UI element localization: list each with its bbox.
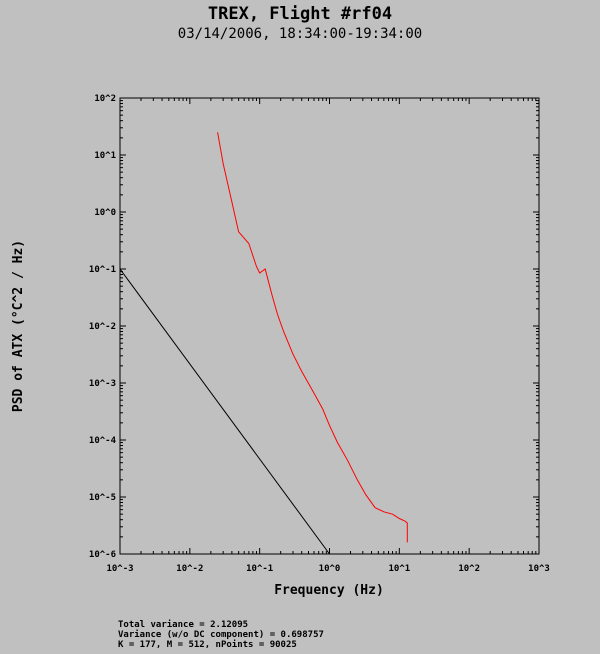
y-tick-label: 10^-5 xyxy=(89,493,116,503)
x-tick-label: 10^2 xyxy=(458,564,480,574)
x-tick-label: 10^-2 xyxy=(176,564,203,574)
x-tick-label: 10^3 xyxy=(528,564,550,574)
x-tick-label: 10^-1 xyxy=(246,564,273,574)
y-tick-label: 10^-1 xyxy=(89,265,116,275)
x-tick-label: 10^1 xyxy=(388,564,410,574)
y-tick-labels: 10^-6 10^-5 10^-4 10^-3 10^-2 10^-1 10^0 10^1 10… xyxy=(89,94,117,560)
y-tick-label: 10^-6 xyxy=(89,550,116,560)
tick-marks xyxy=(119,97,540,555)
reference-slope-line xyxy=(119,268,330,555)
x-tick-label: 10^-3 xyxy=(106,564,133,574)
total-variance: Total variance = 2.12095 xyxy=(118,620,249,630)
y-tick-label: 10^-3 xyxy=(89,379,116,389)
data-series xyxy=(119,132,408,555)
x-tick-labels: 10^-3 10^-2 10^-1 10^0 10^1 10^2 10^3 xyxy=(106,564,549,574)
y-tick-label: 10^0 xyxy=(94,208,116,218)
y-tick-label: 10^2 xyxy=(94,94,116,104)
y-tick-label: 10^1 xyxy=(94,151,116,161)
stats-footer: Total variance = 2.12095 Variance (w/o D… xyxy=(118,620,324,650)
x-tick-label: 10^0 xyxy=(319,564,341,574)
psd-series-line xyxy=(217,132,408,543)
chart-subtitle: 03/14/2006, 18:34:00-19:34:00 xyxy=(177,26,423,42)
y-tick-label: 10^-4 xyxy=(89,436,117,446)
plot-frame xyxy=(119,97,540,555)
spectrum-params: K = 177, M = 512, nPoints = 90025 xyxy=(118,640,297,650)
x-axis-label: Frequency (Hz) xyxy=(274,583,384,598)
y-axis-label: PSD of ATX (°C^2 / Hz) xyxy=(11,240,26,412)
variance-no-dc: Variance (w/o DC component) = 0.698757 xyxy=(118,630,324,640)
y-tick-label: 10^-2 xyxy=(89,322,116,332)
chart-title: TREX, Flight #rf04 xyxy=(207,4,393,24)
